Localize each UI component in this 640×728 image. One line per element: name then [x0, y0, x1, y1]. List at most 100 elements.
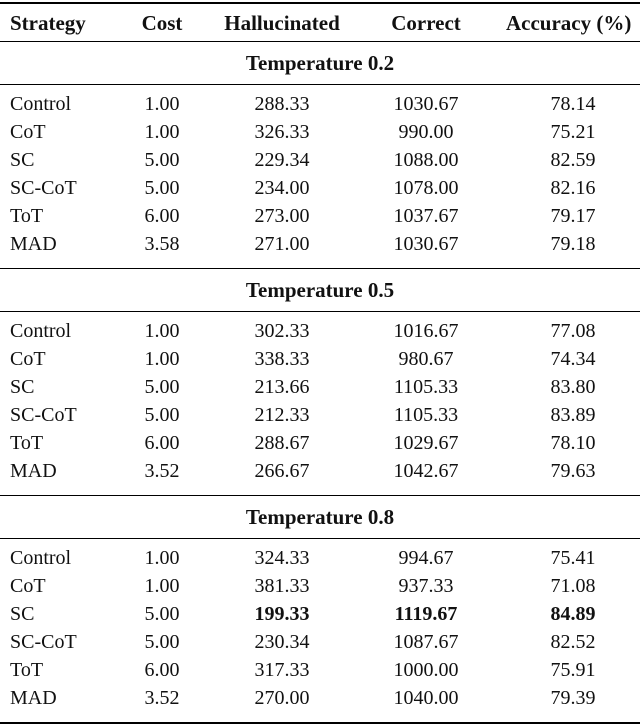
cell-accuracy: 78.14 [550, 93, 596, 115]
cell-correct: 1040.00 [393, 687, 459, 709]
section-title: Temperature 0.8 [0, 495, 640, 539]
cell-accuracy: 78.10 [550, 432, 596, 454]
cell-cost: 5.00 [144, 177, 180, 199]
cell-accuracy: 79.18 [550, 233, 596, 255]
cell-strategy: ToT [10, 432, 44, 454]
cell-strategy: SC [10, 149, 35, 171]
cell-hallucinated: 234.00 [254, 177, 310, 199]
cell-cost: 5.00 [144, 404, 180, 426]
table-row: MAD 3.58 271.00 1030.67 79.18 [0, 231, 640, 269]
cell-correct: 937.33 [398, 575, 454, 597]
cell-accuracy: 82.59 [550, 149, 596, 171]
cell-strategy: SC [10, 603, 35, 625]
cell-hallucinated: 212.33 [254, 404, 310, 426]
cell-strategy: ToT [10, 205, 44, 227]
column-header-strategy: Strategy [0, 3, 106, 42]
cell-cost: 1.00 [144, 575, 180, 597]
cell-strategy: SC [10, 376, 35, 398]
cell-strategy: ToT [10, 659, 44, 681]
cell-hallucinated: 288.33 [254, 93, 310, 115]
cell-correct: 1105.33 [393, 376, 459, 398]
cell-cost: 3.58 [144, 233, 180, 255]
cell-cost: 1.00 [144, 93, 180, 115]
cell-strategy: MAD [10, 687, 57, 709]
cell-strategy: Control [10, 320, 72, 342]
cell-correct: 1087.67 [393, 631, 459, 653]
cell-hallucinated: 302.33 [254, 320, 310, 342]
cell-correct: 990.00 [398, 121, 454, 143]
cell-correct: 1037.67 [393, 205, 459, 227]
table-row: CoT 1.00 338.33 980.67 74.34 [0, 346, 640, 374]
column-header-cost: Cost [106, 3, 218, 42]
cell-correct: 1000.00 [393, 659, 459, 681]
cell-strategy: CoT [10, 575, 46, 597]
cell-accuracy: 75.91 [550, 659, 596, 681]
section-title: Temperature 0.2 [0, 41, 640, 85]
cell-cost: 3.52 [144, 687, 180, 709]
cell-strategy: Control [10, 547, 72, 569]
table-row: CoT 1.00 326.33 990.00 75.21 [0, 119, 640, 147]
cell-hallucinated: 381.33 [254, 575, 310, 597]
table-row: SC 5.00 199.33 1119.67 84.89 [0, 601, 640, 629]
table-section: Temperature 0.2 Control 1.00 288.33 1030.67 7… [0, 41, 640, 269]
table-row: Control 1.00 302.33 1016.67 77.08 [0, 312, 640, 346]
cell-accuracy: 84.89 [550, 603, 596, 625]
cell-correct: 1105.33 [393, 404, 459, 426]
column-header-accuracy: Accuracy (%) [506, 3, 640, 42]
section-title-row: Temperature 0.8 [0, 495, 640, 539]
cell-cost: 1.00 [144, 320, 180, 342]
cell-accuracy: 79.63 [550, 460, 596, 482]
cell-correct: 1078.00 [393, 177, 459, 199]
cell-accuracy: 83.89 [550, 404, 596, 426]
cell-correct: 980.67 [398, 348, 454, 370]
cell-cost: 6.00 [144, 205, 180, 227]
cell-hallucinated: 213.66 [254, 376, 310, 398]
cell-accuracy: 82.16 [550, 177, 596, 199]
header-row: Strategy Cost Hallucinated Correct Accur… [0, 3, 640, 42]
cell-strategy: Control [10, 93, 72, 115]
cell-cost: 5.00 [144, 631, 180, 653]
cell-hallucinated: 288.67 [254, 432, 310, 454]
cell-cost: 1.00 [144, 547, 180, 569]
cell-hallucinated: 270.00 [254, 687, 310, 709]
cell-accuracy: 77.08 [550, 320, 596, 342]
cell-strategy: SC-CoT [10, 631, 77, 653]
cell-correct: 1016.67 [393, 320, 459, 342]
cell-hallucinated: 229.34 [254, 149, 310, 171]
table-header: Strategy Cost Hallucinated Correct Accur… [0, 3, 640, 42]
table-row: Control 1.00 288.33 1030.67 78.14 [0, 85, 640, 119]
cell-hallucinated: 273.00 [254, 205, 310, 227]
cell-strategy: CoT [10, 348, 46, 370]
table-section: Temperature 0.5 Control 1.00 302.33 1016.67 7… [0, 268, 640, 496]
cell-correct: 1042.67 [393, 460, 459, 482]
cell-cost: 5.00 [144, 149, 180, 171]
cell-correct: 1030.67 [393, 233, 459, 255]
table-row: MAD 3.52 266.67 1042.67 79.63 [0, 458, 640, 496]
cell-strategy: SC-CoT [10, 177, 77, 199]
cell-accuracy: 83.80 [550, 376, 596, 398]
cell-cost: 1.00 [144, 348, 180, 370]
cell-accuracy: 71.08 [550, 575, 596, 597]
table-row: ToT 6.00 288.67 1029.67 78.10 [0, 430, 640, 458]
cell-hallucinated: 324.33 [254, 547, 310, 569]
cell-cost: 3.52 [144, 460, 180, 482]
cell-strategy: MAD [10, 233, 57, 255]
cell-hallucinated: 271.00 [254, 233, 310, 255]
cell-accuracy: 75.21 [550, 121, 596, 143]
cell-correct: 1030.67 [393, 93, 459, 115]
table-row: ToT 6.00 317.33 1000.00 75.91 [0, 657, 640, 685]
table-row: SC-CoT 5.00 234.00 1078.00 82.16 [0, 175, 640, 203]
cell-hallucinated: 230.34 [254, 631, 310, 653]
cell-cost: 6.00 [144, 432, 180, 454]
cell-cost: 1.00 [144, 121, 180, 143]
column-header-correct: Correct [346, 3, 506, 42]
cell-hallucinated: 199.33 [254, 603, 310, 625]
cell-correct: 994.67 [398, 547, 454, 569]
cell-accuracy: 75.41 [550, 547, 596, 569]
table-row: ToT 6.00 273.00 1037.67 79.17 [0, 203, 640, 231]
cell-strategy: SC-CoT [10, 404, 77, 426]
cell-cost: 5.00 [144, 376, 180, 398]
table-section: Temperature 0.8 Control 1.00 324.33 994.67 75… [0, 495, 640, 724]
section-title: Temperature 0.5 [0, 268, 640, 312]
